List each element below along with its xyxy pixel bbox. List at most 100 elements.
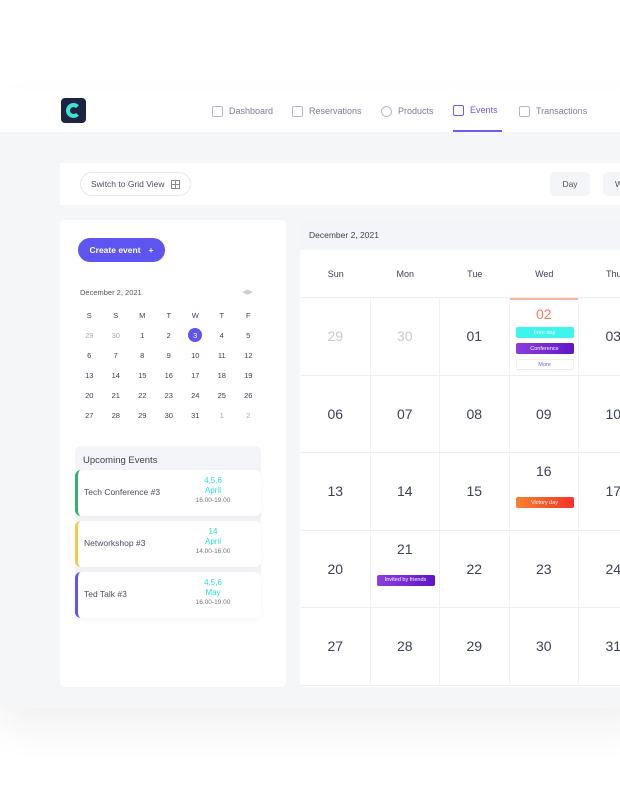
- mini-day[interactable]: 4: [219, 330, 224, 340]
- nav-reservations[interactable]: Reservations: [292, 90, 362, 132]
- day-cell[interactable]: 08: [440, 375, 510, 453]
- mini-day[interactable]: 29: [138, 410, 147, 420]
- upcoming-event-card[interactable]: Networkshop #3 14 April 14.00-16.00: [75, 521, 261, 567]
- calendar-check-icon: [453, 104, 464, 116]
- day-cell[interactable]: 29: [440, 608, 510, 686]
- mini-day[interactable]: 1: [219, 410, 224, 420]
- event-tag[interactable]: Invited by friends: [376, 574, 435, 586]
- day-cell[interactable]: 13: [301, 453, 371, 531]
- weekday-label: W: [191, 310, 199, 320]
- mini-day[interactable]: 18: [217, 370, 226, 380]
- switch-grid-view-button[interactable]: Switch to Grid View: [80, 172, 191, 196]
- day-cell[interactable]: 23: [509, 530, 579, 608]
- mini-day[interactable]: 26: [244, 390, 253, 400]
- mini-day[interactable]: 15: [138, 370, 147, 380]
- mini-day[interactable]: 6: [87, 350, 92, 360]
- mini-day[interactable]: 22: [138, 390, 147, 400]
- mini-day[interactable]: 2: [246, 410, 251, 420]
- app-logo[interactable]: [61, 98, 86, 123]
- mini-day[interactable]: 24: [191, 390, 200, 400]
- weekday-header: Sun: [301, 250, 371, 298]
- upcoming-event-card[interactable]: Tech Conference #3 4,5,6 April 16.00-19.00: [75, 470, 261, 516]
- nav-events[interactable]: Events: [453, 90, 502, 132]
- day-cell[interactable]: 17: [579, 453, 620, 531]
- day-cell[interactable]: Free day Conference More 02: [509, 298, 579, 376]
- day-cell[interactable]: 22: [440, 530, 510, 608]
- create-event-button[interactable]: Create event +: [78, 238, 165, 262]
- event-days: 4,5,6: [204, 578, 222, 587]
- mini-day[interactable]: 28: [111, 410, 120, 420]
- month-nav: ◀▶: [242, 288, 253, 296]
- mini-day[interactable]: 14: [111, 370, 120, 380]
- mini-day[interactable]: 12: [244, 350, 253, 360]
- weekday-header: Tue: [440, 250, 510, 298]
- mini-day[interactable]: 21: [111, 390, 120, 400]
- mini-day[interactable]: 2: [166, 330, 171, 340]
- day-cell[interactable]: 29: [301, 298, 371, 376]
- mini-day[interactable]: 30: [164, 410, 173, 420]
- calendar-header: December 2, 2021: [300, 220, 620, 250]
- day-number: 03: [605, 328, 620, 344]
- nav-products[interactable]: Products: [381, 90, 434, 132]
- day-cell[interactable]: 09: [509, 375, 579, 453]
- mini-day[interactable]: 11: [217, 350, 226, 360]
- day-cell[interactable]: 06: [301, 375, 371, 453]
- day-number: 14: [396, 483, 413, 499]
- mini-day[interactable]: 7: [113, 350, 118, 360]
- day-cell[interactable]: 10: [579, 376, 620, 453]
- mini-day[interactable]: 29: [85, 330, 94, 340]
- mini-day[interactable]: 1: [140, 330, 145, 340]
- event-name: Tech Conference #3: [84, 487, 161, 497]
- month-calendar: December 2, 2021 Sun Mon Tue Wed Thu 29 30 01 Fr…: [300, 220, 620, 687]
- plus-icon: +: [148, 245, 154, 255]
- mini-day[interactable]: 17: [191, 370, 200, 380]
- day-cell[interactable]: 03: [579, 298, 620, 376]
- weekday-header: Wed: [509, 250, 579, 298]
- day-number: 02: [535, 306, 552, 322]
- day-cell[interactable]: 30: [509, 608, 579, 686]
- mini-day[interactable]: 8: [140, 350, 145, 360]
- day-cell[interactable]: 24: [579, 531, 620, 608]
- upcoming-event-card[interactable]: Ted Talk #3 4,5,6 May 16.00-19.00: [75, 572, 261, 618]
- event-tag[interactable]: Victory day: [515, 497, 574, 508]
- event-days: 4,5,6: [204, 476, 222, 485]
- mini-day[interactable]: 5: [246, 330, 251, 340]
- mini-day[interactable]: 19: [244, 370, 253, 380]
- left-panel: Create event + December 2, 2021 ◀▶ S S M T W T…: [60, 220, 286, 687]
- day-cell[interactable]: 15: [440, 453, 510, 531]
- mini-day[interactable]: 13: [85, 370, 94, 380]
- day-cell[interactable]: 31: [579, 608, 620, 686]
- day-cell[interactable]: 28: [370, 608, 440, 686]
- day-cell[interactable]: 27: [301, 608, 371, 686]
- mini-day[interactable]: 27: [85, 410, 94, 420]
- day-number: 29: [466, 638, 483, 654]
- event-tag[interactable]: More: [515, 359, 574, 370]
- mini-day[interactable]: 25: [217, 390, 226, 400]
- day-cell[interactable]: 07: [370, 375, 440, 453]
- nav-dashboard[interactable]: Dashboard: [212, 90, 273, 132]
- week-view-button[interactable]: W: [603, 172, 620, 196]
- mini-day[interactable]: 23: [164, 390, 173, 400]
- event-tag[interactable]: Conference: [515, 343, 574, 354]
- mini-day[interactable]: 3: [182, 325, 209, 345]
- event-tag[interactable]: Free day: [515, 327, 574, 338]
- day-number: 30: [535, 638, 552, 654]
- day-cell[interactable]: Victory day 16: [509, 453, 579, 531]
- event-date: 4,5,6 April 16.00-19.00: [183, 476, 243, 506]
- day-cell[interactable]: 30: [370, 298, 440, 376]
- mini-day[interactable]: 16: [164, 370, 173, 380]
- day-cell[interactable]: 14: [370, 453, 440, 531]
- prev-month-icon[interactable]: ◀: [242, 289, 248, 296]
- day-view-button[interactable]: Day: [550, 172, 590, 196]
- mini-day[interactable]: 30: [111, 330, 120, 340]
- day-cell[interactable]: 01: [440, 298, 510, 376]
- mini-day[interactable]: 31: [191, 410, 200, 420]
- next-month-icon[interactable]: ▶: [247, 289, 253, 296]
- event-month: April: [204, 537, 221, 546]
- mini-day[interactable]: 10: [191, 350, 200, 360]
- day-cell[interactable]: 20: [301, 530, 371, 608]
- mini-day[interactable]: 20: [85, 390, 94, 400]
- mini-day[interactable]: 9: [166, 350, 171, 360]
- day-cell[interactable]: Invited by friends 21: [370, 530, 440, 608]
- nav-transactions[interactable]: Transactions: [519, 90, 587, 132]
